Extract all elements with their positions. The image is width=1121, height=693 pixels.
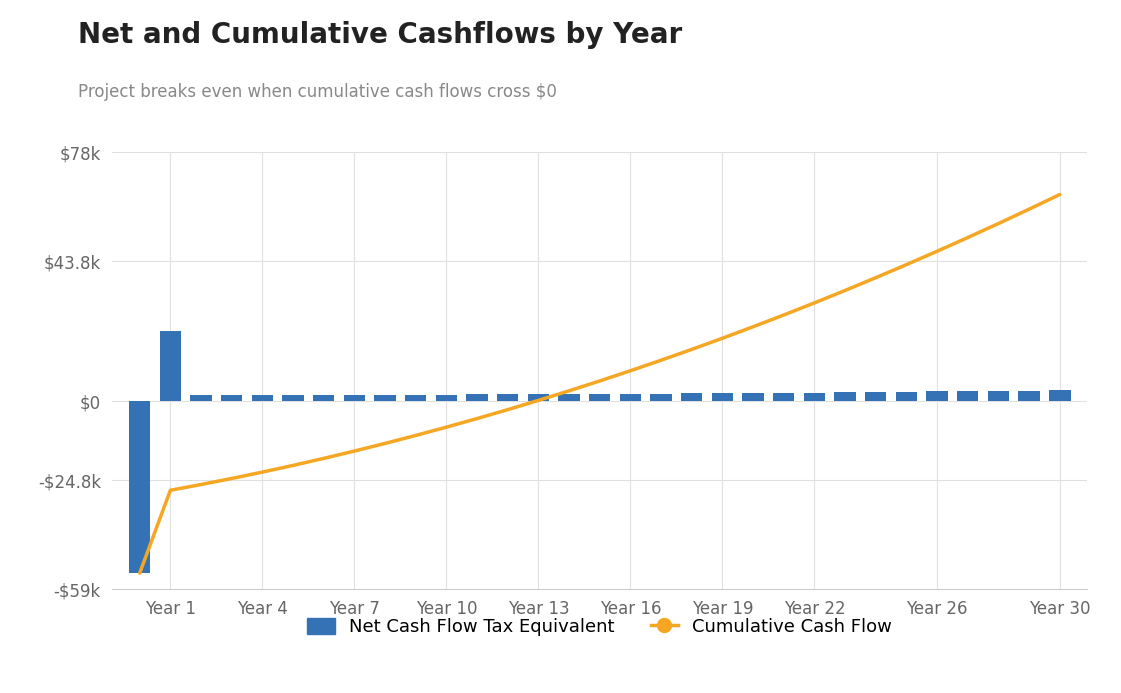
Bar: [865, 392, 887, 401]
Bar: [957, 391, 979, 401]
Bar: [650, 394, 671, 401]
Bar: [742, 393, 763, 401]
Bar: [374, 394, 396, 401]
Bar: [558, 394, 580, 401]
Bar: [988, 391, 1009, 401]
Bar: [344, 395, 365, 401]
Bar: [191, 395, 212, 401]
Text: Net and Cumulative Cashflows by Year: Net and Cumulative Cashflows by Year: [78, 21, 683, 49]
Bar: [620, 394, 641, 401]
Bar: [221, 395, 242, 401]
Bar: [282, 395, 304, 401]
Bar: [712, 394, 733, 401]
Bar: [1049, 390, 1071, 401]
Bar: [834, 392, 855, 401]
Bar: [497, 394, 518, 401]
Bar: [1018, 391, 1040, 401]
Bar: [804, 393, 825, 401]
Bar: [159, 331, 182, 401]
Bar: [896, 392, 917, 401]
Bar: [680, 394, 703, 401]
Bar: [589, 394, 611, 401]
Text: Project breaks even when cumulative cash flows cross $0: Project breaks even when cumulative cash…: [78, 83, 557, 101]
Bar: [313, 395, 334, 401]
Bar: [926, 392, 948, 401]
Bar: [773, 393, 795, 401]
Bar: [129, 401, 150, 573]
Legend: Net Cash Flow Tax Equivalent, Cumulative Cash Flow: Net Cash Flow Tax Equivalent, Cumulative…: [298, 609, 901, 645]
Bar: [466, 394, 488, 401]
Bar: [528, 394, 549, 401]
Bar: [405, 394, 426, 401]
Bar: [251, 395, 274, 401]
Bar: [436, 394, 457, 401]
